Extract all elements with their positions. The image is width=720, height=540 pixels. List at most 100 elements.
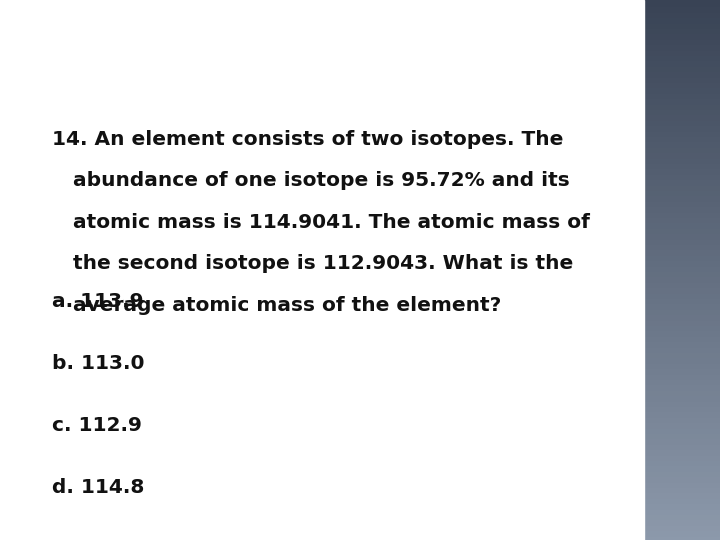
Bar xyxy=(644,485,720,491)
Bar xyxy=(644,302,720,308)
Bar xyxy=(644,469,720,475)
Bar xyxy=(644,21,720,27)
Bar xyxy=(644,264,720,270)
Bar xyxy=(644,318,720,324)
Bar xyxy=(644,59,720,65)
Bar xyxy=(644,140,720,146)
Bar xyxy=(644,199,720,205)
Bar xyxy=(644,361,720,367)
Text: abundance of one isotope is 95.72% and its: abundance of one isotope is 95.72% and i… xyxy=(52,171,570,190)
Bar xyxy=(644,448,720,454)
Bar xyxy=(644,383,720,389)
Text: atomic mass is 114.9041. The atomic mass of: atomic mass is 114.9041. The atomic mass… xyxy=(52,213,590,232)
Bar xyxy=(644,404,720,410)
Bar xyxy=(644,70,720,76)
Bar xyxy=(644,518,720,524)
Bar xyxy=(644,442,720,448)
Bar xyxy=(644,145,720,151)
Bar xyxy=(644,43,720,49)
Bar xyxy=(644,107,720,113)
Bar xyxy=(644,529,720,535)
Bar xyxy=(644,26,720,32)
Bar xyxy=(644,37,720,43)
Bar xyxy=(644,388,720,394)
Bar xyxy=(644,205,720,211)
Bar xyxy=(644,269,720,275)
Bar xyxy=(644,80,720,86)
Bar xyxy=(644,502,720,508)
Bar xyxy=(644,151,720,157)
Bar xyxy=(644,340,720,346)
Bar xyxy=(644,458,720,464)
Bar xyxy=(644,210,720,216)
Bar xyxy=(644,253,720,259)
Bar xyxy=(0,0,644,540)
Bar xyxy=(644,48,720,54)
Bar xyxy=(644,0,720,5)
Bar xyxy=(644,124,720,130)
Bar xyxy=(644,221,720,227)
Bar xyxy=(644,496,720,502)
Text: a. 113.9: a. 113.9 xyxy=(52,292,143,310)
Bar xyxy=(644,437,720,443)
Bar xyxy=(644,475,720,481)
Bar xyxy=(644,259,720,265)
Bar xyxy=(644,291,720,297)
Bar xyxy=(644,329,720,335)
Bar xyxy=(644,334,720,340)
Bar xyxy=(644,75,720,81)
Bar xyxy=(644,10,720,16)
Text: b. 113.0: b. 113.0 xyxy=(52,354,144,373)
Bar xyxy=(644,97,720,103)
Bar xyxy=(644,313,720,319)
Bar xyxy=(644,64,720,70)
Bar xyxy=(644,421,720,427)
Bar xyxy=(644,534,720,540)
Bar xyxy=(644,156,720,162)
Bar xyxy=(644,280,720,286)
Bar xyxy=(644,248,720,254)
Bar xyxy=(644,167,720,173)
Bar xyxy=(644,91,720,97)
Text: c. 112.9: c. 112.9 xyxy=(52,416,142,435)
Bar xyxy=(644,453,720,459)
Bar xyxy=(644,323,720,329)
Bar xyxy=(644,5,720,11)
Bar xyxy=(644,188,720,194)
Text: average atomic mass of the element?: average atomic mass of the element? xyxy=(52,296,501,315)
Bar xyxy=(644,86,720,92)
Bar xyxy=(644,134,720,140)
Bar xyxy=(644,226,720,232)
Bar xyxy=(644,367,720,373)
Bar xyxy=(644,215,720,221)
Bar xyxy=(644,194,720,200)
Bar xyxy=(644,129,720,135)
Bar xyxy=(644,377,720,383)
Bar xyxy=(644,275,720,281)
Bar xyxy=(644,161,720,167)
Bar xyxy=(644,296,720,302)
Bar xyxy=(644,410,720,416)
Bar xyxy=(644,172,720,178)
Bar xyxy=(644,183,720,189)
Bar xyxy=(644,178,720,184)
Bar xyxy=(644,113,720,119)
Bar xyxy=(644,394,720,400)
Bar xyxy=(644,16,720,22)
Bar xyxy=(644,32,720,38)
Bar xyxy=(644,523,720,529)
Bar xyxy=(644,286,720,292)
Bar xyxy=(644,232,720,238)
Text: the second isotope is 112.9043. What is the: the second isotope is 112.9043. What is … xyxy=(52,254,573,273)
Bar xyxy=(644,464,720,470)
Bar xyxy=(644,242,720,248)
Bar xyxy=(644,356,720,362)
Bar xyxy=(644,350,720,356)
Text: d. 114.8: d. 114.8 xyxy=(52,478,144,497)
Bar xyxy=(644,118,720,124)
Bar xyxy=(644,426,720,432)
Bar xyxy=(644,480,720,486)
Bar xyxy=(644,491,720,497)
Bar xyxy=(644,345,720,351)
Bar xyxy=(644,53,720,59)
